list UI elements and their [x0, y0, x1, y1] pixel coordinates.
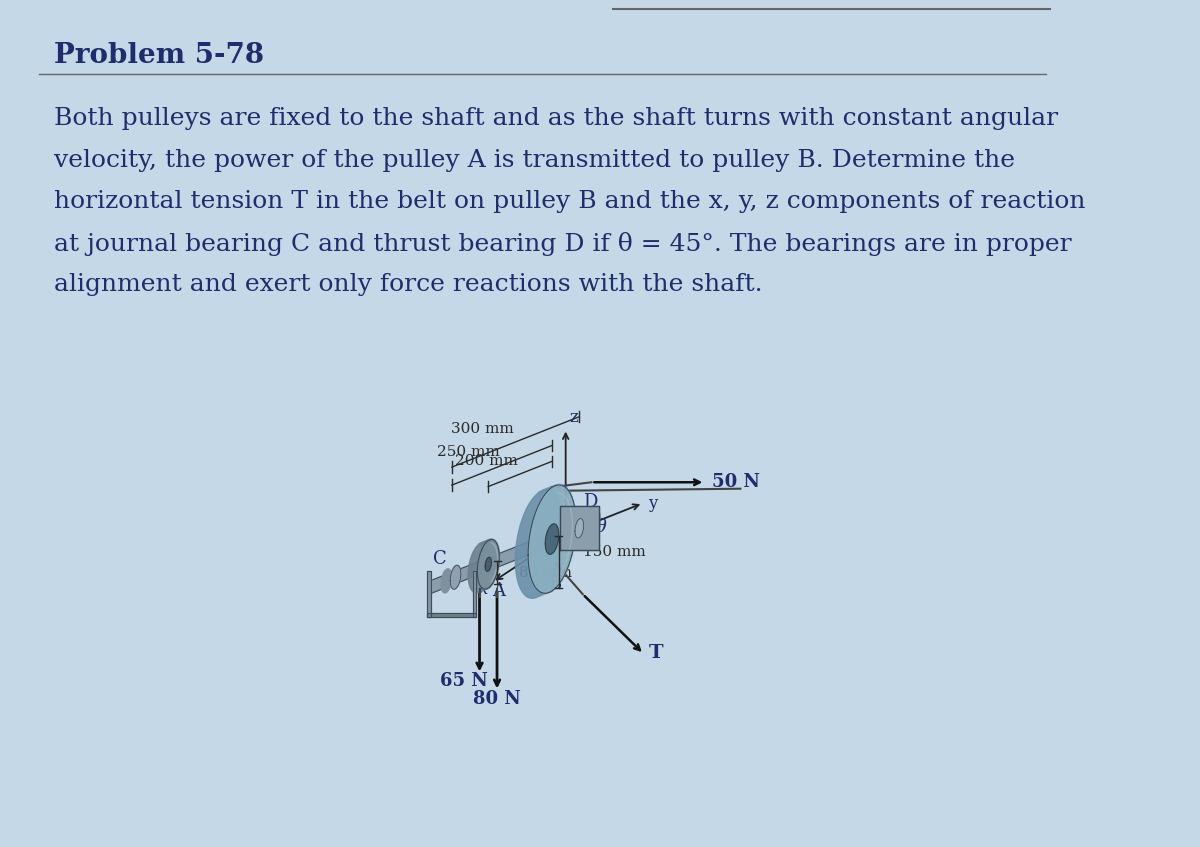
Text: Problem 5-78: Problem 5-78 — [54, 42, 264, 69]
Text: 300 mm: 300 mm — [451, 422, 514, 436]
Polygon shape — [560, 507, 599, 551]
Polygon shape — [450, 565, 461, 590]
Text: T: T — [649, 644, 664, 662]
Text: z: z — [569, 409, 578, 426]
Polygon shape — [528, 485, 576, 593]
Text: 200 mm: 200 mm — [456, 454, 518, 468]
Text: 250 mm: 250 mm — [437, 446, 500, 459]
Polygon shape — [427, 571, 431, 617]
Text: 80 mm: 80 mm — [520, 566, 572, 579]
Polygon shape — [468, 543, 490, 593]
Text: 65 N: 65 N — [440, 673, 487, 690]
Text: alignment and exert only force reactions with the shaft.: alignment and exert only force reactions… — [54, 273, 763, 296]
Polygon shape — [478, 540, 499, 590]
Polygon shape — [575, 518, 583, 538]
Text: Both pulleys are fixed to the shaft and as the shaft turns with constant angular: Both pulleys are fixed to the shaft and … — [54, 107, 1058, 130]
Polygon shape — [427, 612, 476, 617]
Text: D: D — [583, 494, 598, 512]
Polygon shape — [442, 569, 451, 593]
Text: C: C — [433, 550, 446, 567]
Text: 50 N: 50 N — [713, 473, 761, 491]
Text: y: y — [648, 495, 658, 512]
Text: 150 mm: 150 mm — [583, 545, 646, 559]
Polygon shape — [473, 571, 476, 617]
Text: horizontal tension T in the belt on pulley B and the x, y, z components of react: horizontal tension T in the belt on pull… — [54, 190, 1086, 213]
Polygon shape — [485, 557, 491, 571]
Text: at journal bearing C and thrust bearing D if θ = 45°. The bearings are in proper: at journal bearing C and thrust bearing … — [54, 231, 1072, 256]
Text: velocity, the power of the pulley A is transmitted to pulley B. Determine the: velocity, the power of the pulley A is t… — [54, 148, 1015, 171]
Text: A: A — [492, 582, 505, 600]
Polygon shape — [515, 490, 563, 598]
Text: x: x — [479, 581, 488, 598]
Text: B: B — [548, 575, 562, 593]
Polygon shape — [545, 524, 559, 554]
Text: θ: θ — [596, 518, 607, 536]
Text: 80 N: 80 N — [473, 690, 521, 708]
Polygon shape — [431, 514, 600, 593]
